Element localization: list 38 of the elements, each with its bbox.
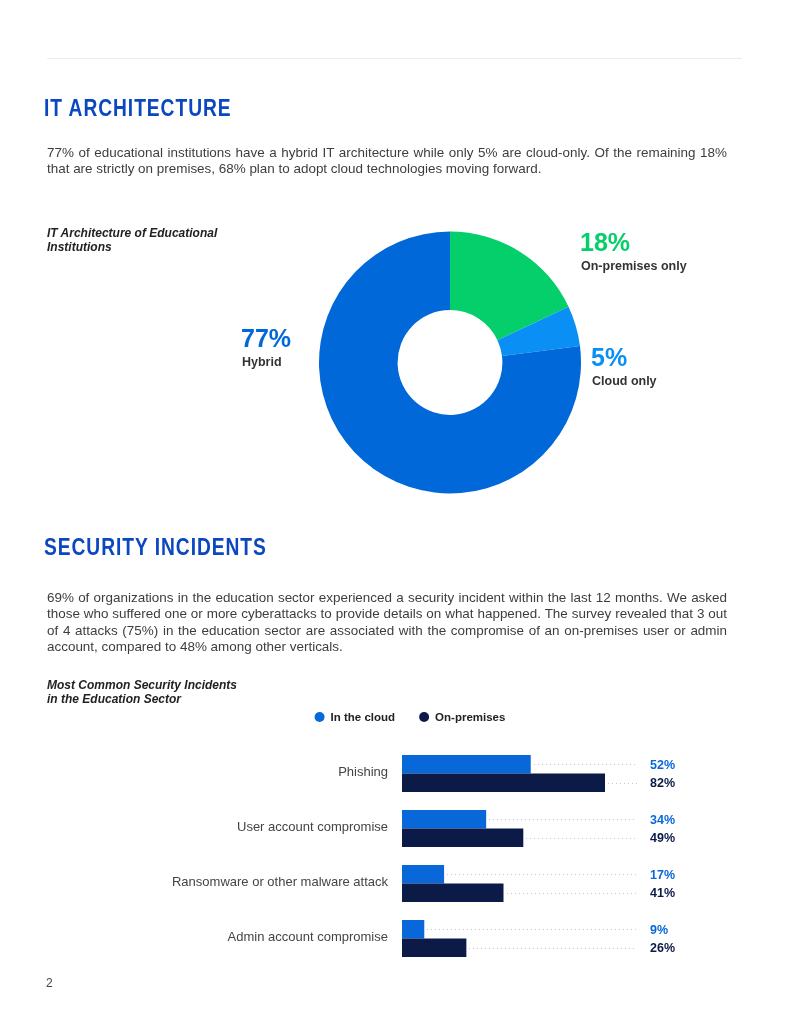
text: SECURITY INCIDENTS	[44, 533, 267, 560]
bar	[402, 938, 467, 957]
donut-slice	[319, 231, 581, 494]
data-label: 41%	[650, 886, 676, 901]
text: IT Architecture of Educational Institutions	[47, 226, 219, 254]
data-label: 5%	[591, 342, 628, 371]
bar	[402, 828, 524, 847]
data-label: 26%	[650, 941, 676, 956]
donut-slice	[450, 231, 569, 341]
bar	[402, 755, 531, 774]
data-label: 82%	[650, 776, 676, 791]
bar	[402, 773, 605, 792]
data-label: 34%	[650, 812, 676, 827]
text: 2	[46, 976, 53, 990]
slice-label: Hybrid	[242, 355, 282, 369]
data-label: 52%	[650, 757, 676, 772]
bar	[402, 883, 504, 902]
data-label: 17%	[650, 867, 676, 882]
y-tick-label: Admin account compromise	[227, 928, 388, 944]
y-tick-label: Ransomware or other malware attack	[171, 873, 389, 889]
y-tick-label: Phishing	[338, 763, 388, 779]
data-label: 77%	[241, 324, 292, 352]
data-label: 9%	[650, 922, 669, 937]
legend-label: In the cloud	[330, 711, 396, 723]
data-label: 18%	[580, 228, 631, 256]
bar	[402, 865, 445, 884]
y-tick-label: User account compromise	[237, 818, 388, 834]
text: IT ARCHITECTURE	[44, 94, 232, 121]
data-label: 49%	[650, 831, 676, 846]
text: 69% of organizations in the education sector experienced a security incident within the last 12 months. We asked those who suffered one or more cyberattacks to provide details on what happened. The survey revealed that 3 out of 4 attacks (75%) in the education sector are associated with the compromise of an on-premises user or admin account, compared to 48% among other verticals.	[47, 590, 727, 656]
slice-label: On-premises only	[581, 259, 687, 273]
bar	[402, 920, 425, 939]
text: 77% of educational institutions have a hybrid IT architecture while only 5% are cloud-only. Of the remaining 18% that are strictly on premises, 68% plan to adopt cloud technologies moving forward.	[47, 145, 727, 178]
text: Most Common Security Incidents in the Education Sector	[47, 678, 239, 706]
donut-slice	[497, 306, 580, 356]
slice-label: Cloud only	[592, 373, 657, 388]
bar	[402, 810, 487, 829]
legend-label: On-premises	[435, 711, 506, 723]
